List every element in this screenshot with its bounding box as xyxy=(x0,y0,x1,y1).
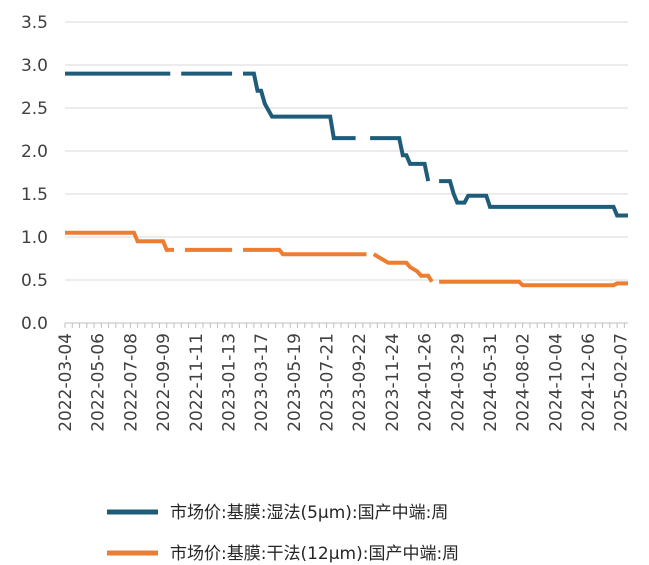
x-tick-label: 2023-01-13 xyxy=(219,333,239,432)
x-tick-label: 2024-03-29 xyxy=(448,333,468,432)
x-tick-label: 2024-12-06 xyxy=(579,333,599,432)
series-lines xyxy=(65,71,628,288)
x-axis-tick-labels: 2022-03-04 2022-05-06 2022-07-08 2022-09-09… xyxy=(56,333,632,432)
x-tick-label: 2025-02-07 xyxy=(612,333,632,432)
x-tick-label: 2023-03-17 xyxy=(252,333,272,432)
grid-lines xyxy=(65,21,628,281)
x-tick-label: 2022-09-09 xyxy=(154,333,174,432)
legend-label-2: 市场价:基膜:干法(12μm):国产中端:周 xyxy=(170,544,459,564)
y-tick-label: 1.0 xyxy=(21,228,48,248)
x-tick-label: 2022-11-11 xyxy=(187,333,207,432)
x-tick-label: 2024-08-02 xyxy=(514,333,534,432)
y-tick-label: 3.5 xyxy=(21,13,48,33)
x-tick-label: 2023-11-24 xyxy=(383,333,403,432)
y-tick-label: 3.0 xyxy=(21,56,48,76)
x-tick-label: 2024-01-26 xyxy=(416,333,436,432)
y-tick-label: 0.5 xyxy=(21,271,48,291)
x-axis xyxy=(64,322,628,328)
x-tick-label: 2023-05-19 xyxy=(285,333,305,432)
y-tick-label: 2.0 xyxy=(21,142,48,162)
series-line-1 xyxy=(65,71,628,218)
x-tick-label: 2023-09-22 xyxy=(350,333,370,432)
x-tick-label: 2024-05-31 xyxy=(481,333,501,432)
x-tick-label: 2023-07-21 xyxy=(318,333,338,432)
y-tick-label: 1.5 xyxy=(21,185,48,205)
x-tick-label: 2022-07-08 xyxy=(121,333,141,432)
legend: 市场价:基膜:湿法(5μm):国产中端:周市场价:基膜:干法(12μm):国产中… xyxy=(107,503,459,564)
y-tick-label: 2.5 xyxy=(21,99,48,119)
y-tick-label: 0.0 xyxy=(21,314,48,334)
legend-label-1: 市场价:基膜:湿法(5μm):国产中端:周 xyxy=(170,503,448,523)
x-tick-label: 2022-05-06 xyxy=(89,333,109,432)
x-tick-label: 2024-10-04 xyxy=(546,333,566,432)
y-axis-tick-labels: 0.0 0.5 1.0 1.5 2.0 2.5 3.0 3.5 xyxy=(21,13,48,334)
series-line-2 xyxy=(65,230,628,288)
x-tick-label: 2022-03-04 xyxy=(56,333,76,432)
